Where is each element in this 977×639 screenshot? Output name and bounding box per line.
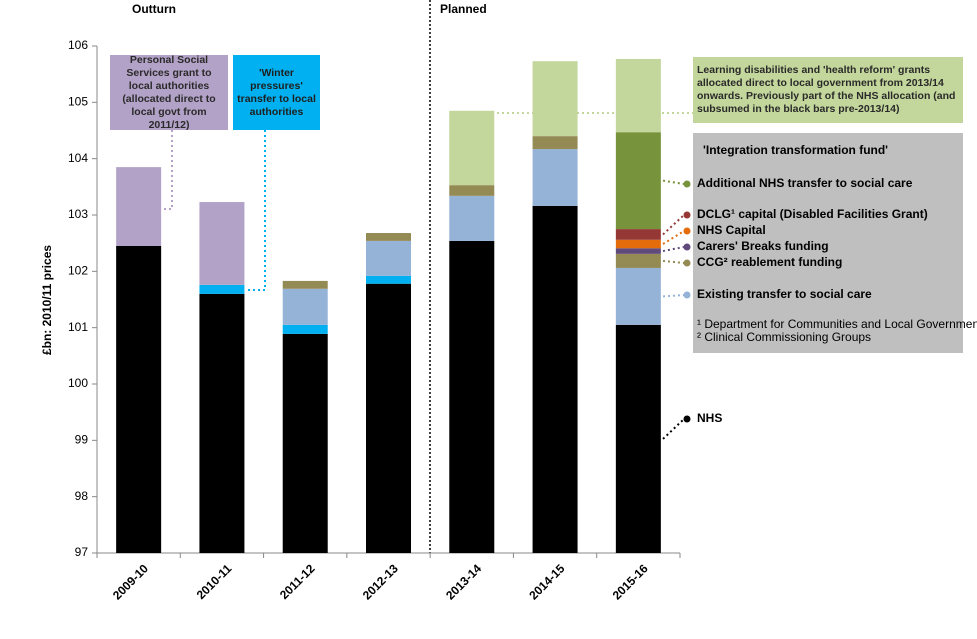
legend-marker — [683, 259, 691, 267]
legend-box: Learning disabilities and 'health reform… — [693, 57, 963, 123]
connector — [662, 246, 685, 253]
legend-label: NHS Capital — [697, 223, 766, 237]
legend-marker — [683, 211, 691, 219]
bar-segment — [449, 195, 495, 241]
bar-segment — [366, 275, 411, 284]
y-tick-label: 102 — [68, 264, 88, 278]
bar-segment — [116, 167, 162, 246]
x-tick-label: 2012-13 — [360, 561, 401, 602]
bar-segment — [615, 267, 661, 325]
y-tick-label: 100 — [68, 376, 88, 390]
legend-label: NHS — [697, 411, 722, 425]
x-tick-label: 2010-11 — [194, 561, 235, 602]
y-tick-label: 99 — [75, 433, 89, 447]
bar-segment — [116, 245, 162, 553]
legend-heading: 'Integration transformation fund' — [703, 143, 888, 157]
bar-segment — [449, 185, 495, 196]
bar-segment — [532, 61, 578, 137]
connector — [662, 259, 685, 264]
x-tick-label: 2015-16 — [610, 561, 651, 602]
y-tick-label: 104 — [68, 151, 88, 165]
bar-segment — [366, 283, 411, 553]
y-tick-label: 103 — [68, 207, 88, 221]
bar-segment — [366, 233, 411, 241]
y-tick-label: 101 — [68, 320, 88, 334]
connector — [662, 230, 685, 245]
x-tick-label: 2014-15 — [526, 561, 567, 602]
bar-segment — [532, 149, 578, 206]
y-axis-label: £bn: 2010/11 prices — [40, 245, 54, 355]
bar-segment — [366, 240, 411, 276]
x-tick-label: 2009-10 — [110, 561, 151, 602]
bar-segment — [282, 280, 328, 289]
legend-marker — [683, 227, 691, 235]
legend-label: CCG² reablement funding — [697, 255, 842, 269]
bar-segment — [532, 136, 578, 150]
legend-marker — [683, 291, 691, 299]
y-tick-label: 106 — [68, 38, 88, 52]
y-tick-label: 97 — [75, 545, 89, 559]
x-tick-label: 2013-14 — [443, 561, 484, 602]
legend-box: 'Winter pressures' transfer to local aut… — [233, 55, 320, 130]
legend-marker — [683, 243, 691, 251]
bar-segment — [615, 229, 661, 240]
bar-segment — [282, 324, 328, 334]
legend-label: Existing transfer to social care — [697, 287, 872, 301]
x-tick-label: 2011-12 — [277, 561, 318, 602]
bar-segment — [449, 240, 495, 553]
annotation: Outturn — [132, 2, 176, 16]
bar-segment — [532, 205, 578, 553]
connector — [662, 179, 685, 185]
y-tick-label: 105 — [68, 95, 88, 109]
connector — [247, 130, 266, 291]
bar-segment — [199, 202, 245, 285]
bar-segment — [282, 288, 328, 325]
bar-segment — [199, 284, 245, 294]
connector — [662, 294, 685, 298]
connector — [163, 130, 173, 210]
bar-segment — [449, 110, 495, 186]
legend-label: DCLG¹ capital (Disabled Facilities Grant… — [697, 207, 928, 221]
legend-marker — [683, 180, 691, 188]
legend-label: Carers' Breaks funding — [697, 239, 829, 253]
bar-segment — [282, 333, 328, 553]
bar-segment — [615, 132, 661, 230]
connector — [662, 214, 685, 236]
footnote: ² Clinical Commissioning Groups — [697, 330, 871, 344]
legend-label: Additional NHS transfer to social care — [697, 176, 913, 190]
legend-panel — [693, 133, 963, 353]
bar-segment — [615, 248, 661, 254]
legend-marker — [683, 415, 691, 423]
legend-box: Personal Social Services grant to local … — [110, 54, 228, 131]
footnote: ¹ Department for Communities and Local G… — [697, 317, 977, 331]
bar-segment — [615, 58, 661, 133]
bar-segment — [615, 324, 661, 553]
connector — [662, 418, 685, 440]
y-tick-label: 98 — [75, 489, 89, 503]
bar-segment — [615, 239, 661, 249]
bar-segment — [615, 253, 661, 268]
bar-segment — [199, 293, 245, 553]
annotation: Planned — [440, 2, 487, 16]
